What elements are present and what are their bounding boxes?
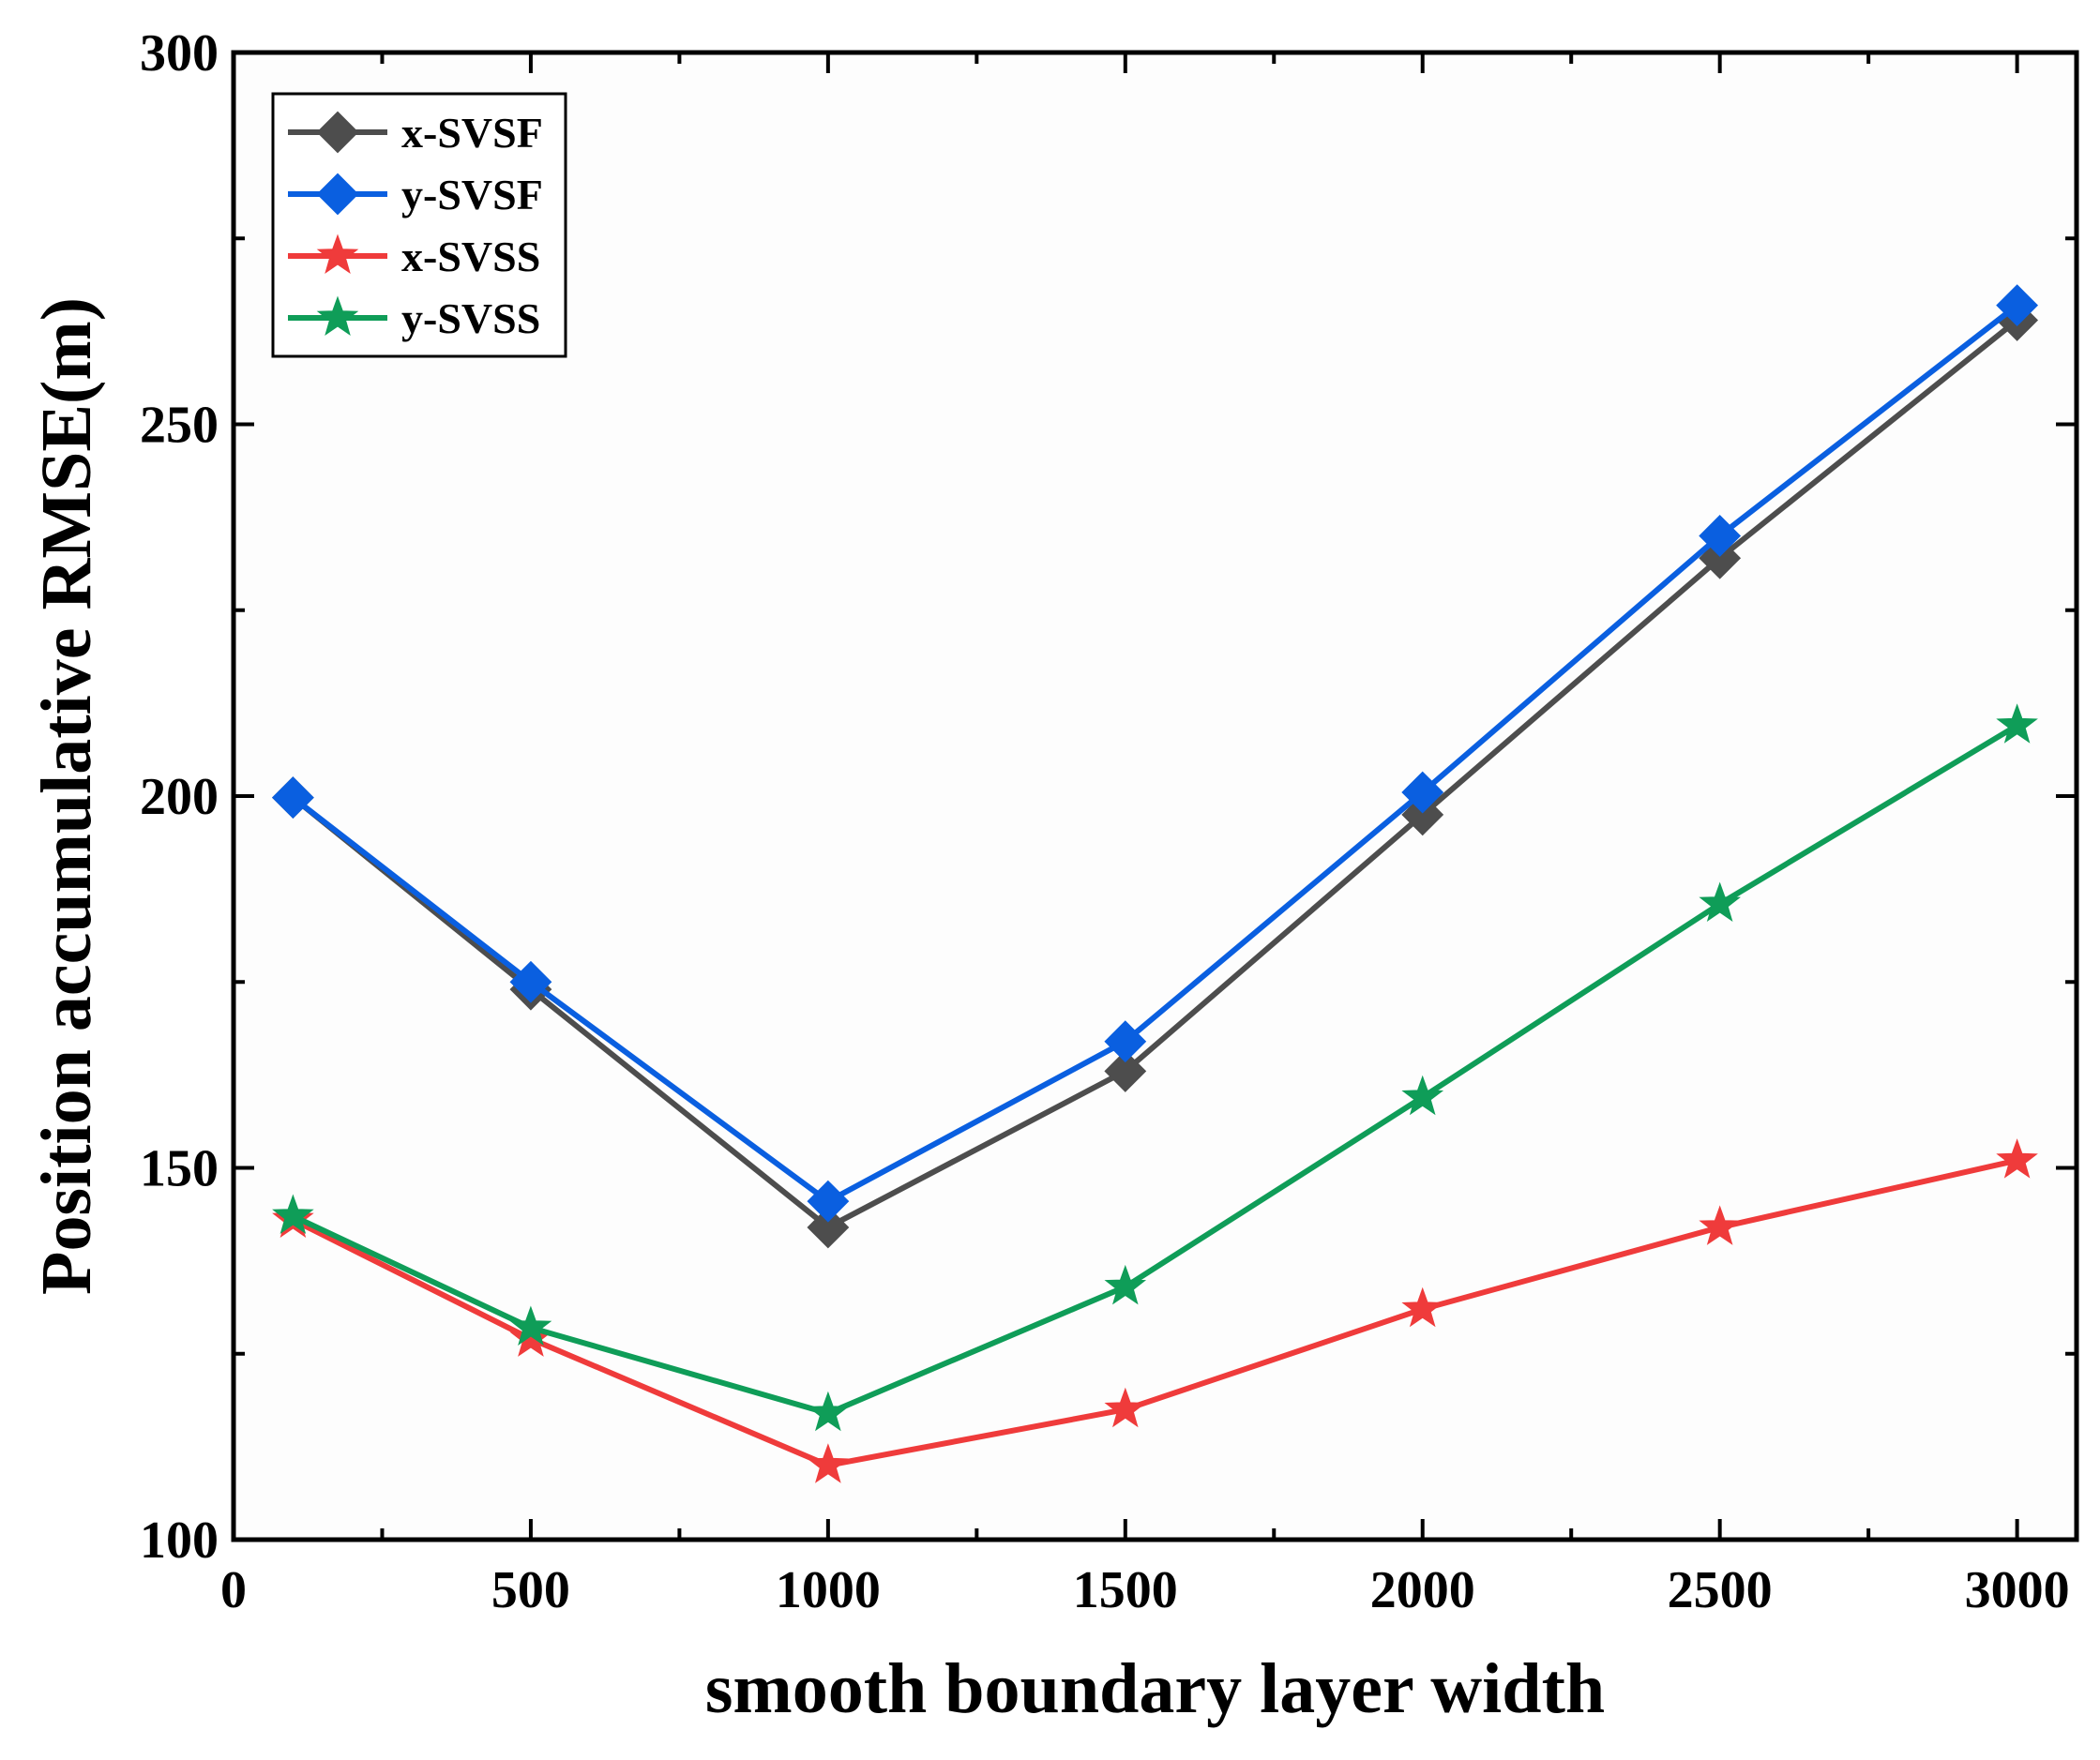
- data-point-y-SVSF: [509, 960, 552, 1003]
- data-point-y-SVSS: [1401, 1075, 1444, 1116]
- data-point-x-SVSF: [1699, 536, 1742, 579]
- data-point-x-SVSS: [807, 1443, 850, 1483]
- data-point-y-SVSF: [1699, 515, 1742, 557]
- x-tick-label: 1500: [1073, 1561, 1178, 1619]
- x-tick-label: 2000: [1370, 1561, 1475, 1619]
- data-point-y-SVSS: [807, 1391, 850, 1432]
- legend: x-SVSF y-SVSF x-SVSS y-SVSS: [271, 92, 567, 358]
- y-tick-label: 100: [140, 1512, 219, 1570]
- legend-label: y-SVSF: [401, 171, 543, 218]
- y-tick-label: 250: [140, 397, 219, 455]
- legend-label: x-SVSF: [401, 109, 543, 157]
- data-point-x-SVSF: [1401, 793, 1444, 836]
- data-point-y-SVSS: [1104, 1264, 1147, 1305]
- data-point-x-SVSF: [807, 1206, 850, 1249]
- legend-label: y-SVSS: [401, 294, 540, 342]
- data-point-y-SVSF: [807, 1180, 850, 1223]
- x-tick-label: 0: [220, 1561, 247, 1619]
- x-tick-label: 2500: [1668, 1561, 1773, 1619]
- data-point-x-SVSF: [1104, 1049, 1147, 1092]
- data-point-y-SVSS: [509, 1305, 552, 1346]
- data-point-y-SVSF: [271, 776, 314, 820]
- data-point-x-SVSS: [1699, 1205, 1742, 1245]
- data-point-x-SVSS: [1401, 1286, 1444, 1328]
- data-point-x-SVSS: [1996, 1138, 2038, 1179]
- legend-marker-x-SVSS: [316, 233, 359, 274]
- data-point-y-SVSS: [1699, 881, 1742, 923]
- legend-marker-x-SVSF: [316, 111, 359, 154]
- data-point-y-SVSS: [1996, 703, 2038, 744]
- legend-marker-y-SVSS: [316, 295, 359, 336]
- data-point-y-SVSF: [1996, 284, 2039, 327]
- x-axis-title: smooth boundary layer width: [705, 1649, 1605, 1728]
- data-point-x-SVSS: [1104, 1387, 1147, 1428]
- data-point-y-SVSF: [1104, 1020, 1147, 1063]
- series-y-SVSS: [272, 703, 2038, 1432]
- legend-marker-y-SVSF: [316, 173, 359, 216]
- plot-frame: [231, 50, 2079, 1542]
- y-axis-title: Position accumulative RMSE(m): [27, 297, 106, 1295]
- x-tick-label: 1000: [776, 1561, 881, 1619]
- data-point-y-SVSF: [1401, 771, 1444, 814]
- series-layer: [271, 284, 2039, 1483]
- y-tick-label: 200: [140, 768, 219, 826]
- axes: 0 500 1000 1500 2000 2500 3000 100 150 200 250 300: [140, 24, 2079, 1619]
- x-tick-label: 3000: [1965, 1561, 2070, 1619]
- data-point-y-SVSS: [272, 1194, 314, 1235]
- y-tick-label: 300: [140, 24, 219, 83]
- x-tick-label: 500: [491, 1561, 570, 1619]
- y-tick-label: 150: [140, 1140, 219, 1198]
- series-y-SVSF: [271, 284, 2039, 1223]
- legend-label: x-SVSS: [401, 233, 540, 280]
